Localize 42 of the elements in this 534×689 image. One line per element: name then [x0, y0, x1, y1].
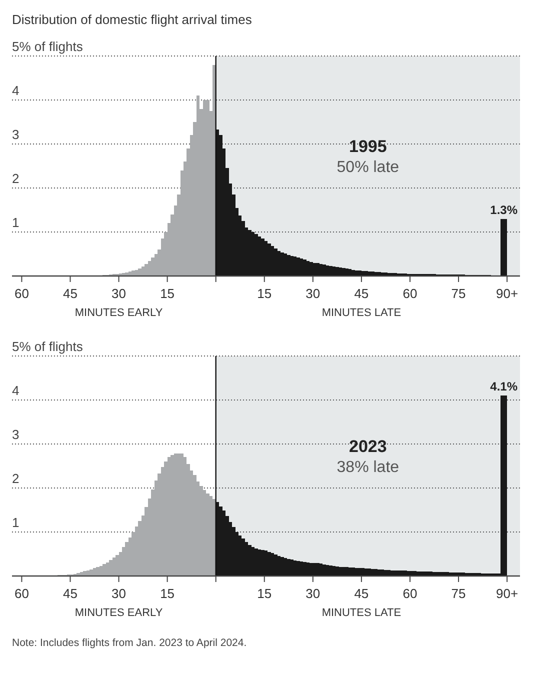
x-tick-label: 45 — [354, 586, 369, 601]
annotation: 1995 — [349, 137, 387, 156]
x-tick-label: 60 — [14, 286, 29, 301]
annotation: 2023 — [349, 437, 387, 456]
y-tick-label: 5% of flights — [12, 39, 84, 54]
y-tick-label: 4 — [12, 383, 20, 398]
x-tick-label: 15 — [257, 286, 272, 301]
text: Note: Includes flights from Jan. 2023 to April 2024. — [12, 637, 247, 649]
x-tick-label: 60 — [402, 586, 418, 601]
x-tick-label: 30 — [306, 586, 320, 601]
y-tick-label: 5% of flights — [12, 339, 84, 354]
data-label: 1.3% — [490, 202, 518, 217]
text: MINUTES EARLY — [74, 607, 164, 619]
annotation: 50% late — [336, 159, 400, 176]
annotation: 38% late — [336, 459, 400, 476]
y-tick-label: 2 — [12, 171, 20, 186]
x-tick-label: 30 — [306, 286, 320, 301]
x-tick-label: 45 — [63, 586, 78, 601]
x-tick-label: 30 — [112, 286, 126, 301]
x-tick-label: 60 — [402, 286, 418, 301]
y-tick-label: 3 — [12, 427, 20, 442]
x-tick-label: 75 — [451, 586, 466, 601]
data-label: 4.1% — [490, 380, 518, 394]
x-tick-label: 15 — [160, 586, 175, 601]
x-tick-label: 45 — [354, 286, 369, 301]
y-tick-label: 1 — [12, 215, 20, 230]
x-tick-label: 15 — [160, 286, 175, 301]
x-tick-label: 75 — [451, 286, 466, 301]
y-tick-label: 3 — [12, 127, 20, 142]
chart-title: Distribution of domestic flight arrival times — [12, 12, 252, 27]
x-tick-label: 90+ — [496, 586, 518, 601]
text: MINUTES EARLY — [74, 307, 164, 319]
text: MINUTES LATE — [322, 307, 402, 319]
x-tick-label: 15 — [257, 586, 272, 601]
y-tick-label: 4 — [12, 83, 20, 98]
y-tick-label: 1 — [12, 515, 20, 530]
x-tick-label: 30 — [112, 586, 126, 601]
x-tick-label: 60 — [14, 586, 29, 601]
text: MINUTES LATE — [322, 607, 402, 619]
x-tick-label: 90+ — [496, 286, 518, 301]
x-tick-label: 45 — [63, 286, 78, 301]
y-tick-label: 2 — [12, 471, 20, 486]
